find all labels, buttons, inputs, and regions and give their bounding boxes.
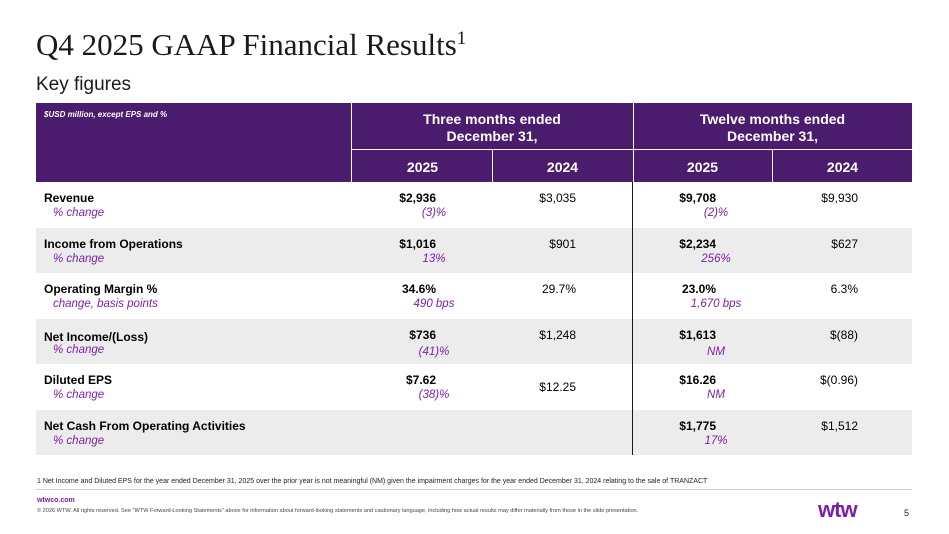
period-divider xyxy=(632,182,633,455)
table-row: Net Cash From Operating Activities % cha… xyxy=(36,409,912,455)
title-footnote-mark: 1 xyxy=(456,28,467,49)
three-months-header: Three months ended December 31, xyxy=(423,111,561,144)
financial-results-table: $USD million, except EPS and % Three mon… xyxy=(36,103,912,455)
footnote: 1 Net Income and Diluted EPS for the yea… xyxy=(37,478,708,485)
table-row: Income from Operations % change $1,016 $… xyxy=(36,227,912,273)
copyright-text: © 2026 WTW. All rights reserved. See "WT… xyxy=(37,508,639,514)
footer-divider xyxy=(36,489,912,490)
table-row: Operating Margin % change, basis points … xyxy=(44,282,858,310)
page-subtitle: Key figures xyxy=(36,74,132,95)
table-header: $USD million, except EPS and % Three mon… xyxy=(36,103,912,182)
year-header-q2025: 2025 xyxy=(406,159,439,175)
page-number: 5 xyxy=(904,508,910,518)
table-row: Diluted EPS % change $7.62 $12.25 $16.26… xyxy=(44,373,858,401)
units-note: $USD million, except EPS and % xyxy=(44,110,168,119)
year-header-y2025: 2025 xyxy=(686,159,719,175)
year-header-q2024: 2024 xyxy=(546,159,579,175)
table-row: Revenue % change $2,936 $3,035 $9,708 $9… xyxy=(44,191,858,219)
twelve-months-header: Twelve months ended December 31, xyxy=(699,111,846,144)
table-row: Net Income/(Loss) % change $736 $1,248 $… xyxy=(36,318,912,364)
year-header-y2024: 2024 xyxy=(826,159,859,175)
page-title: Q4 2025 GAAP Financial Results1 xyxy=(36,27,467,62)
wtw-logo: wtw xyxy=(818,497,858,522)
website-link[interactable]: wtwco.com xyxy=(37,497,75,504)
